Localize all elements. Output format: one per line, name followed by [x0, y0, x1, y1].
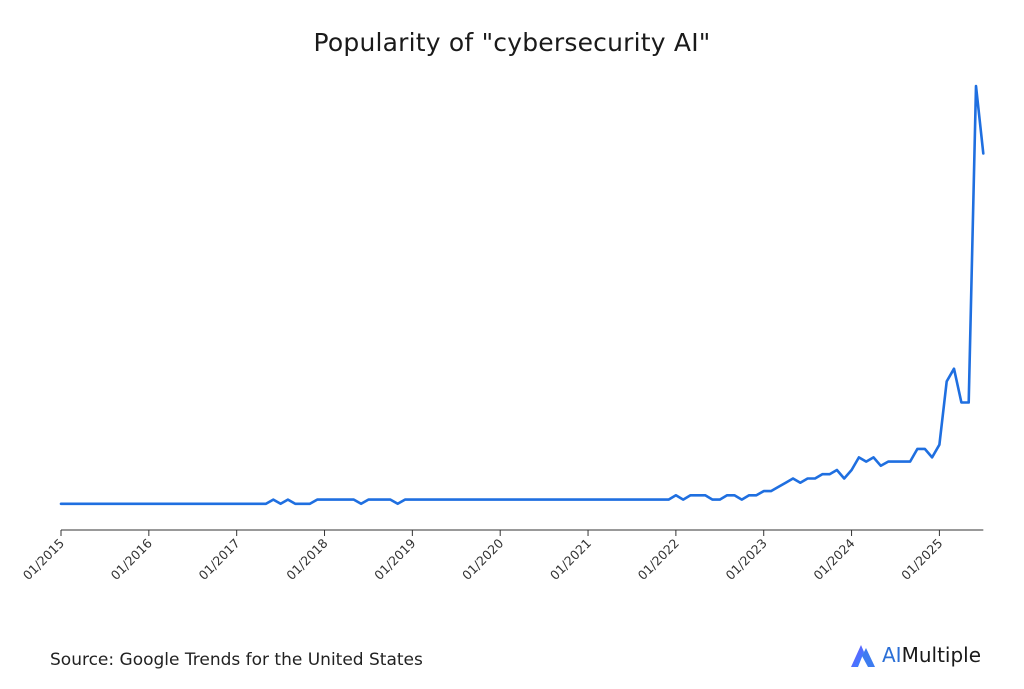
aimultiple-logo-icon: [851, 645, 875, 667]
brand-name-rest: Multiple: [901, 643, 982, 667]
series-layer: [59, 84, 985, 506]
x-tick-label: 01/2021: [547, 536, 594, 583]
x-tick-label: 01/2015: [20, 536, 67, 583]
x-tick-label: 01/2024: [810, 535, 857, 582]
x-tick-label: 01/2017: [195, 536, 242, 583]
source-note: Source: Google Trends for the United Sta…: [50, 650, 423, 670]
x-tick-label: 01/2019: [371, 535, 418, 582]
series-line: [59, 84, 985, 506]
x-tick-label: 01/2018: [283, 535, 330, 582]
line-chart: 01/2015 01/2016 01/2017 01/2018 01/2019 01/20…: [20, 84, 985, 583]
x-axis: 01/2015 01/2016 01/2017 01/2018 01/2019 01/20…: [20, 529, 984, 583]
x-tick-label: 01/2020: [459, 535, 506, 582]
x-tick-label: 01/2023: [723, 536, 770, 583]
brand-name: AIMultiple: [882, 643, 981, 667]
x-tick-label: 01/2022: [635, 536, 682, 583]
x-tick-label: 01/2025: [898, 536, 945, 583]
chart-title: Popularity of "cybersecurity AI": [313, 28, 711, 57]
brand-logo[interactable]: AIMultiple: [848, 637, 981, 673]
brand-name-prefix: AI: [882, 643, 902, 667]
x-tick-label: 01/2016: [108, 535, 155, 582]
